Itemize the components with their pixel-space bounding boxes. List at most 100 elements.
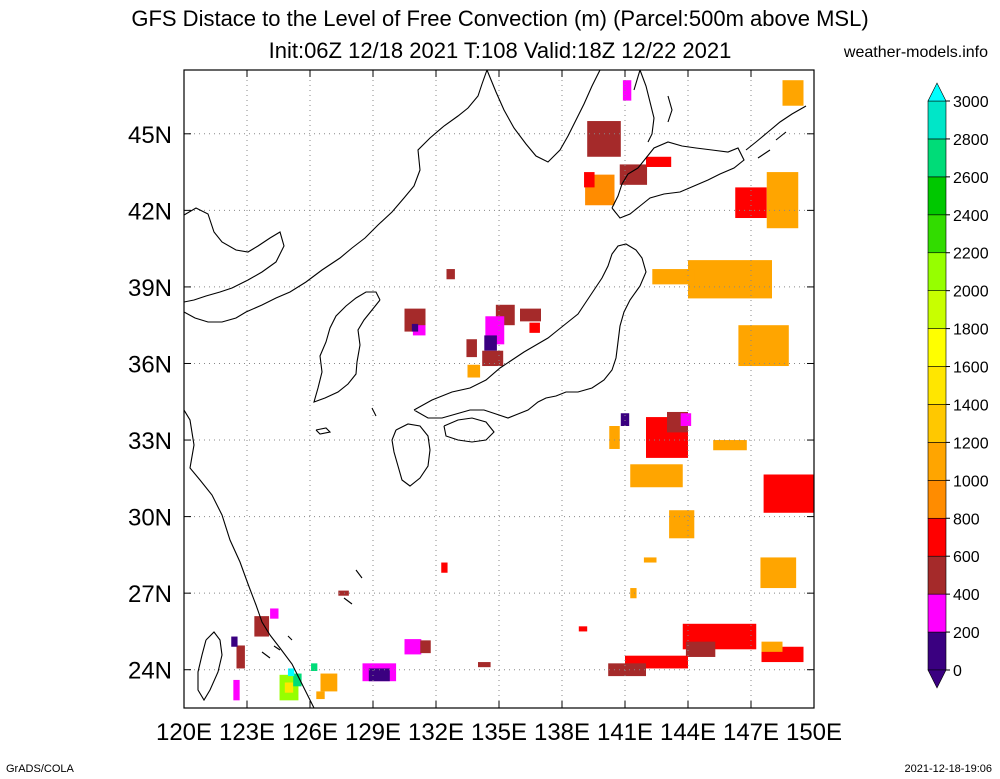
- field-cell: [738, 325, 789, 367]
- legend-swatch: [927, 100, 947, 140]
- field-cell: [233, 679, 240, 701]
- field-cell: [236, 645, 245, 669]
- field-cell: [467, 364, 481, 378]
- lon-label: 132E: [408, 719, 464, 746]
- field-cell: [735, 187, 767, 219]
- legend-label: 800: [953, 511, 980, 528]
- legend-swatch: [927, 442, 947, 481]
- map-title: GFS Distace to the Level of Free Convect…: [131, 6, 869, 31]
- coastline-honshu: [413, 243, 647, 419]
- lat-label: 27N: [128, 581, 172, 608]
- lon-label: 126E: [282, 719, 338, 746]
- field-cell: [412, 325, 426, 336]
- legend-swatch: [927, 631, 947, 671]
- field-cell: [520, 308, 541, 322]
- legend-swatch: [927, 290, 947, 329]
- gridlines: [184, 70, 814, 708]
- legend-swatch: [927, 176, 947, 216]
- lon-label: 129E: [345, 719, 401, 746]
- field-cell: [284, 682, 294, 693]
- field-cell: [441, 562, 448, 573]
- legend-swatch: [927, 138, 947, 178]
- coastline-jeju: [315, 407, 377, 435]
- legend-label: 2400: [953, 208, 989, 225]
- field-cell: [587, 121, 621, 157]
- field-cell: [609, 426, 620, 449]
- legend-swatch: [927, 252, 947, 291]
- site-credit: weather-models.info: [843, 44, 988, 61]
- coastline-layer: [184, 70, 807, 708]
- field-cell: [311, 663, 318, 671]
- legend-label: 1000: [953, 473, 989, 490]
- field-cell: [760, 557, 797, 589]
- field-cell: [466, 339, 477, 358]
- footer-left: GrADS/COLA: [6, 763, 74, 775]
- lon-label: 120E: [156, 719, 212, 746]
- axis-ticks: 120E 123E 126E 129E 132E 135E 138E 141E 144E 147E…: [128, 70, 842, 746]
- field-cell: [446, 269, 455, 280]
- legend-swatch: [927, 404, 947, 443]
- color-legend: 0 200 400 600 800 1000 1200 1400 1600 1800 2000 220…: [927, 82, 989, 689]
- lat-label: 39N: [128, 275, 172, 302]
- field-cell: [270, 608, 279, 619]
- legend-swatch: [927, 593, 947, 633]
- legend-label: 1400: [953, 397, 989, 414]
- coastline-kurils: [745, 105, 807, 159]
- legend-label: 2200: [953, 246, 989, 263]
- field-cell: [411, 323, 419, 332]
- legend-label: 2800: [953, 132, 989, 149]
- legend-label: 200: [953, 625, 980, 642]
- coastline-ryukyu: [261, 569, 363, 659]
- field-cell: [761, 641, 783, 652]
- map-background: [184, 70, 814, 708]
- field-cell: [478, 662, 491, 668]
- coastline-sakhalin: [633, 70, 673, 143]
- coastline-liaodong: [184, 207, 285, 303]
- map-subtitle: Init:06Z 12/18 2021 T:108 Valid:18Z 12/2…: [268, 38, 732, 63]
- coastline-kyushu: [391, 423, 431, 487]
- field-cell: [293, 673, 302, 687]
- field-cell: [420, 640, 431, 654]
- lon-label: 150E: [786, 719, 842, 746]
- footer-timestamp: 2021-12-18-19:06: [904, 763, 992, 775]
- lat-label: 24N: [128, 658, 172, 685]
- field-cell: [231, 636, 238, 647]
- legend-swatch: [927, 555, 947, 595]
- field-cell: [529, 322, 540, 333]
- field-cell: [782, 80, 804, 106]
- field-cell: [763, 474, 814, 513]
- legend-label: 1200: [953, 435, 989, 452]
- coastline-shikoku: [443, 417, 495, 443]
- legend-arrow-high: [927, 82, 947, 102]
- legend-swatch: [927, 214, 947, 254]
- legend-label: 600: [953, 549, 980, 566]
- field-cell: [669, 510, 695, 539]
- field-cell: [643, 557, 657, 563]
- lat-label: 33N: [128, 428, 172, 455]
- lat-label: 36N: [128, 351, 172, 378]
- field-cell: [484, 335, 497, 351]
- coastline-primorye: [486, 70, 601, 163]
- lat-label: 30N: [128, 505, 172, 532]
- lon-label: 123E: [219, 719, 275, 746]
- field-cell: [482, 350, 504, 367]
- coastline-hokkaido: [611, 141, 745, 219]
- field-cell: [619, 164, 648, 185]
- field-layer: [231, 80, 814, 701]
- legend-label: 3000: [953, 94, 989, 111]
- legend-label: 400: [953, 587, 980, 604]
- coastline-mainland: [184, 70, 488, 708]
- legend-label: 2000: [953, 284, 989, 301]
- legend-label: 0: [953, 663, 962, 680]
- legend-swatch: [927, 480, 947, 519]
- field-cell: [368, 668, 390, 682]
- lat-label: 45N: [128, 122, 172, 149]
- field-cell: [646, 156, 672, 167]
- lat-label: 42N: [128, 198, 172, 225]
- lon-label: 144E: [660, 719, 716, 746]
- legend-swatch: [927, 328, 947, 367]
- field-cell: [680, 413, 692, 427]
- lon-label: 141E: [597, 719, 653, 746]
- lon-label: 147E: [723, 719, 779, 746]
